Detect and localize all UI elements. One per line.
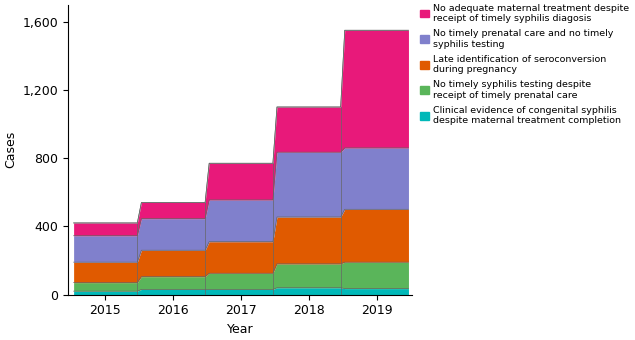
Y-axis label: Cases: Cases	[4, 131, 17, 168]
Legend: No adequate maternal treatment despite
receipt of timely syphilis diagosis, No t: No adequate maternal treatment despite r…	[420, 4, 629, 125]
X-axis label: Year: Year	[227, 323, 253, 336]
